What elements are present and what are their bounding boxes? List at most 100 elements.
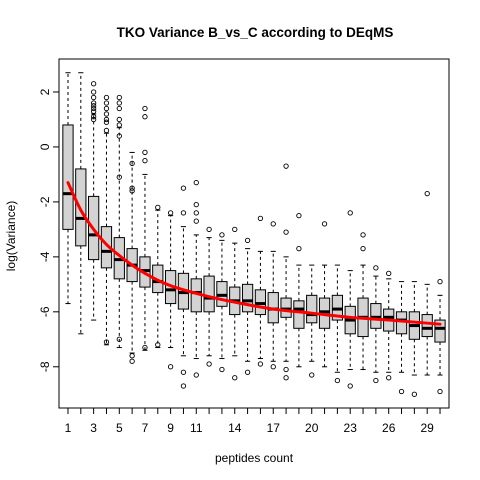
outlier-point (90, 114, 97, 120)
outlier-point (142, 158, 148, 164)
outlier-point (193, 210, 199, 216)
outlier-point (116, 174, 122, 180)
outlier-point (180, 383, 187, 389)
outlier-point (129, 185, 135, 191)
box-15 (241, 237, 254, 375)
outlier-point (309, 372, 315, 378)
outlier-point (373, 265, 379, 271)
outlier-point (155, 342, 161, 348)
plot-frame (58, 58, 450, 409)
outlier-point (283, 375, 289, 381)
x-tick-label: 20 (305, 421, 319, 435)
boxes-layer (62, 72, 446, 397)
box-24 (357, 232, 369, 371)
outlier-point (193, 201, 199, 208)
outlier-point (103, 127, 110, 134)
box-body (434, 319, 446, 343)
x-tick-label: 7 (142, 421, 149, 435)
outlier-point (244, 237, 251, 244)
outlier-point (257, 361, 264, 367)
outlier-point (193, 180, 199, 186)
x-tick-label: 14 (228, 421, 242, 435)
outlier-point (116, 133, 122, 139)
box-25 (370, 265, 382, 384)
outlier-point (103, 100, 110, 106)
outlier-point (270, 364, 276, 370)
outlier-point (90, 105, 97, 112)
y-tick-label: 2 (38, 88, 52, 95)
outlier-point (180, 185, 187, 191)
outlier-point (116, 94, 122, 101)
outlier-point (116, 122, 122, 128)
outlier-point (142, 344, 148, 351)
box-body (421, 314, 433, 338)
outlier-point (360, 232, 366, 238)
box-7 (139, 105, 151, 351)
y-tick-label: -4 (38, 251, 52, 262)
outlier-point (90, 108, 97, 114)
outlier-point (270, 221, 276, 227)
x-tick-label: 1 (65, 421, 72, 435)
outlier-point (90, 116, 97, 123)
outlier-point (180, 210, 187, 216)
outlier-point (90, 81, 97, 87)
outlier-point (206, 226, 212, 233)
box-body (293, 300, 305, 329)
outlier-point (232, 226, 238, 233)
outlier-point (347, 210, 353, 216)
y-tick-label: -8 (38, 361, 52, 372)
outlier-point (116, 100, 122, 106)
box-6 (126, 151, 138, 364)
box-3 (88, 81, 100, 321)
y-tick-label: -6 (38, 306, 52, 317)
outlier-point (129, 188, 135, 194)
box-21 (318, 221, 331, 368)
outlier-point (129, 160, 135, 167)
box-17 (267, 221, 279, 370)
x-axis: 1 3 5 7 9 11 14 17 20 23 26 29 (65, 407, 441, 435)
outlier-point (167, 210, 174, 216)
chart-title: TKO Variance B_vs_C according to DEqMS (117, 25, 394, 40)
outlier-point (386, 375, 392, 381)
box-20 (306, 264, 318, 378)
outlier-point (232, 375, 238, 381)
outlier-point (296, 245, 302, 252)
box-26 (383, 270, 395, 381)
y-tick-label: -2 (38, 196, 52, 207)
outlier-point (116, 336, 122, 342)
outlier-point (437, 388, 443, 395)
box-10 (177, 185, 190, 389)
outlier-point (219, 366, 225, 373)
outlier-point (257, 215, 264, 222)
outlier-point (244, 369, 251, 375)
outlier-point (90, 103, 97, 109)
outlier-point (90, 89, 97, 95)
box-22 (331, 264, 344, 384)
x-tick-label: 11 (190, 421, 203, 435)
box-5 (113, 94, 125, 349)
outlier-point (283, 163, 289, 169)
box-4 (100, 94, 113, 346)
x-tick-label: 17 (267, 421, 281, 435)
outlier-point (411, 391, 418, 397)
x-tick-label: 9 (167, 421, 174, 435)
outlier-point (334, 377, 341, 384)
outlier-point (103, 111, 110, 117)
trend-line (66, 181, 442, 326)
outlier-point (90, 100, 97, 106)
outlier-point (103, 116, 110, 123)
x-axis-label: peptides count (215, 451, 294, 465)
box-19 (293, 212, 305, 368)
outlier-point (219, 232, 225, 238)
trend-layer (66, 181, 442, 326)
box-27 (395, 281, 408, 395)
outlier-point (296, 212, 302, 219)
outlier-point (386, 270, 392, 276)
outlier-point (398, 388, 405, 395)
outlier-point (142, 114, 148, 120)
box-body (306, 294, 318, 324)
box-30 (434, 278, 446, 395)
outlier-point (373, 377, 379, 384)
outlier-point (103, 119, 110, 125)
